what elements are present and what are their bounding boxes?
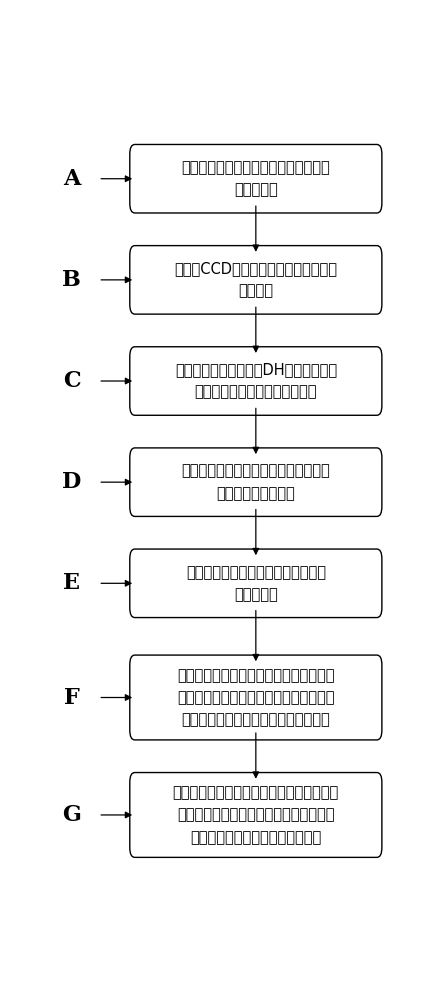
Text: 将双目CCD摄像头校准，建立靶球预标
定数据库: 将双目CCD摄像头校准，建立靶球预标 定数据库	[174, 261, 337, 298]
Text: E: E	[63, 572, 80, 594]
FancyBboxPatch shape	[130, 773, 382, 857]
Text: D: D	[62, 471, 81, 493]
FancyBboxPatch shape	[130, 347, 382, 415]
FancyBboxPatch shape	[130, 655, 382, 740]
Text: 获取实际位姿和理论位姿，补偿控制软件，
提高定位精度，若不满足实验精度要求，
重复以上步骤，否则结束本次实验: 获取实际位姿和理论位姿，补偿控制软件， 提高定位精度，若不满足实验精度要求， 重…	[173, 785, 339, 845]
FancyBboxPatch shape	[130, 549, 382, 618]
Text: 侦测机器人零位状态下靶点坐标，控制机
器人完成指定动作，再次侦测靶点坐标，
由捕捉的靶点坐标求解球心位置与姿态: 侦测机器人零位状态下靶点坐标，控制机 器人完成指定动作，再次侦测靶点坐标， 由捕…	[177, 668, 335, 727]
Text: B: B	[62, 269, 81, 291]
Text: 对工作空间整体布局，将编号靶球等装
置安装固定: 对工作空间整体布局，将编号靶球等装 置安装固定	[181, 160, 330, 197]
Text: F: F	[64, 686, 80, 708]
Text: C: C	[63, 370, 80, 392]
FancyBboxPatch shape	[130, 144, 382, 213]
Text: A: A	[63, 168, 80, 190]
Text: 侦测靶点，采集编号靶点图像，并进行
数据处理得出坐标值: 侦测靶点，采集编号靶点图像，并进行 数据处理得出坐标值	[181, 464, 330, 501]
FancyBboxPatch shape	[130, 448, 382, 516]
Text: G: G	[62, 804, 81, 826]
Text: 将靶点坐标由相机坐标系转换到机器
人基坐标系: 将靶点坐标由相机坐标系转换到机器 人基坐标系	[186, 565, 326, 602]
FancyBboxPatch shape	[130, 246, 382, 314]
Text: 更新控制软件的机器人DH运动学模型，
得到靶球坐标系的理论位置姿态: 更新控制软件的机器人DH运动学模型， 得到靶球坐标系的理论位置姿态	[175, 362, 337, 400]
